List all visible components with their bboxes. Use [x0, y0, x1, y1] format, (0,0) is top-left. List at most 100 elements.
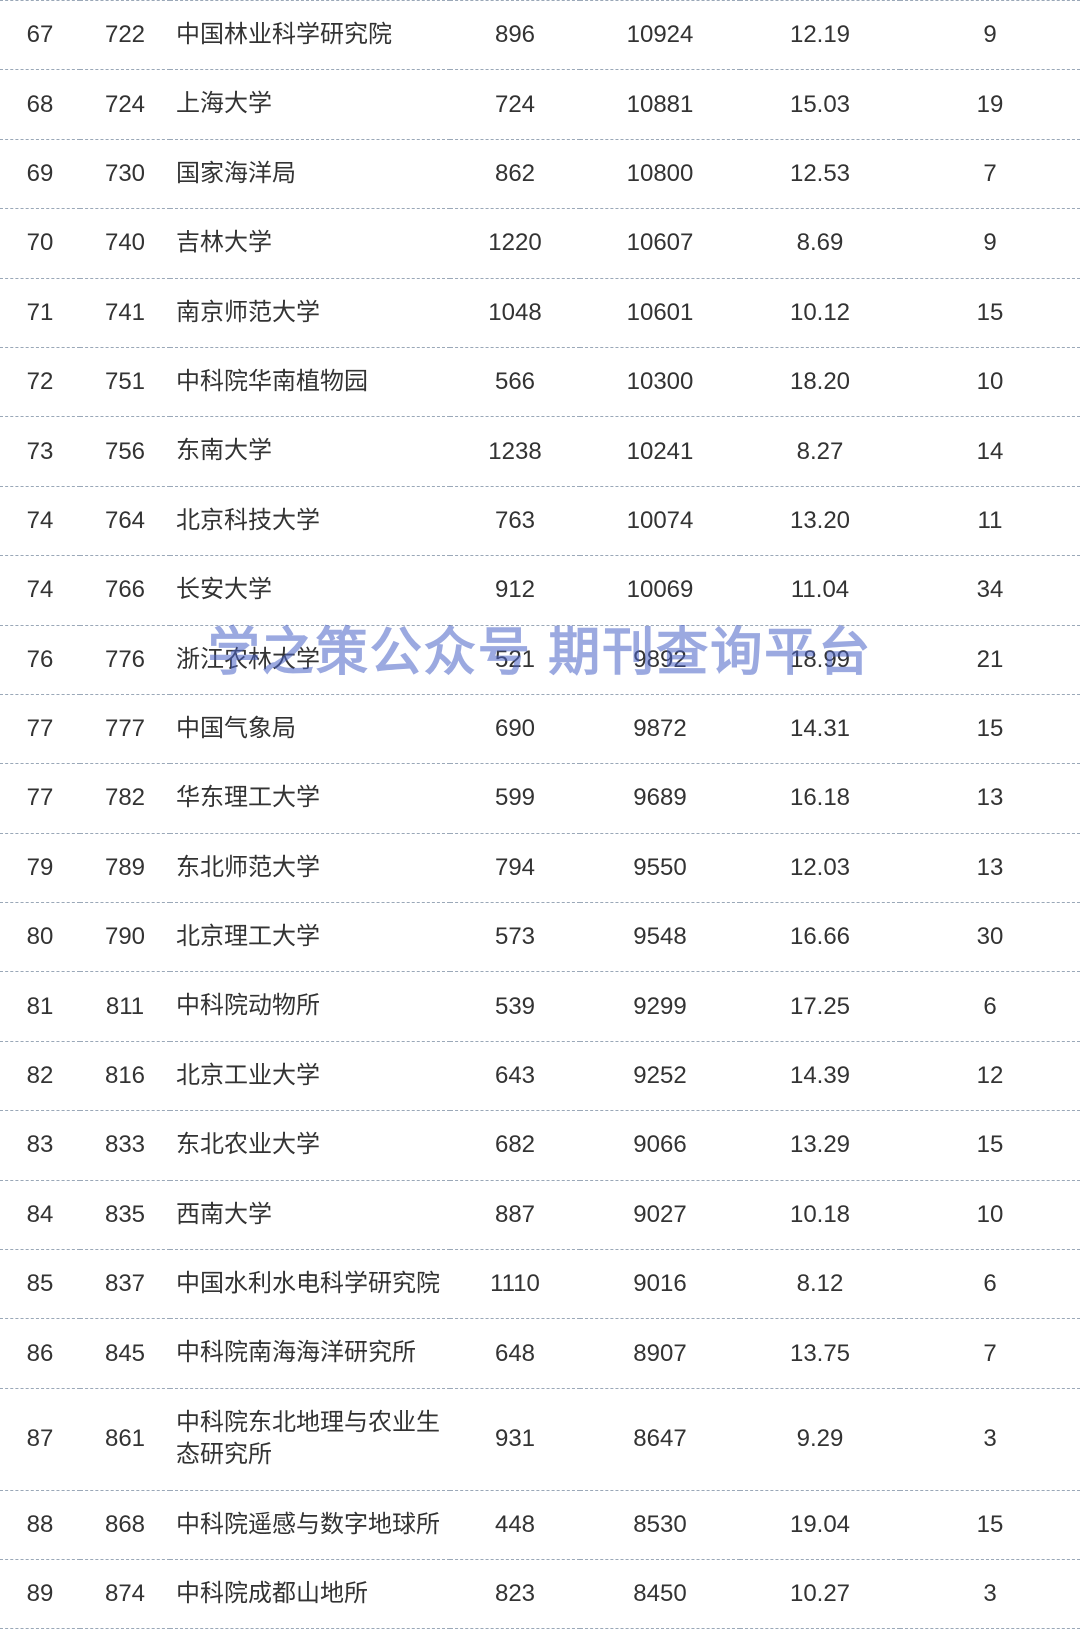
cell-v4: 10 — [900, 1180, 1080, 1249]
cell-rank: 79 — [0, 833, 80, 902]
cell-v3: 13.29 — [740, 1111, 900, 1180]
cell-v2: 9548 — [580, 903, 740, 972]
cell-name: 华东理工大学 — [170, 764, 450, 833]
cell-v2: 9016 — [580, 1250, 740, 1319]
cell-rank: 68 — [0, 70, 80, 139]
cell-name: 中国林业科学研究院 — [170, 1, 450, 70]
cell-v1: 648 — [450, 1319, 580, 1388]
cell-code: 776 — [80, 625, 170, 694]
table-row: 86845中科院南海海洋研究所648890713.757 — [0, 1319, 1080, 1388]
cell-name: 中国水利水电科学研究院 — [170, 1250, 450, 1319]
cell-name: 东北农业大学 — [170, 1111, 450, 1180]
table-row: 80790北京理工大学573954816.6630 — [0, 903, 1080, 972]
cell-v3: 8.69 — [740, 209, 900, 278]
table-row: 73756东南大学1238102418.2714 — [0, 417, 1080, 486]
cell-v2: 8450 — [580, 1559, 740, 1628]
cell-v3: 19.04 — [740, 1490, 900, 1559]
table-row: 77777中国气象局690987214.3115 — [0, 694, 1080, 763]
cell-code: 835 — [80, 1180, 170, 1249]
cell-rank: 74 — [0, 556, 80, 625]
cell-rank: 89 — [0, 1559, 80, 1628]
table-row: 74764北京科技大学7631007413.2011 — [0, 486, 1080, 555]
cell-v2: 9299 — [580, 972, 740, 1041]
cell-v2: 10881 — [580, 70, 740, 139]
cell-name: 中科院南海海洋研究所 — [170, 1319, 450, 1388]
cell-v2: 9872 — [580, 694, 740, 763]
cell-v4: 15 — [900, 1490, 1080, 1559]
cell-v3: 12.19 — [740, 1, 900, 70]
cell-rank: 72 — [0, 347, 80, 416]
cell-v4: 30 — [900, 903, 1080, 972]
cell-rank: 71 — [0, 278, 80, 347]
cell-rank: 77 — [0, 694, 80, 763]
table-row: 71741南京师范大学10481060110.1215 — [0, 278, 1080, 347]
cell-v4: 7 — [900, 139, 1080, 208]
cell-v1: 823 — [450, 1559, 580, 1628]
cell-rank: 67 — [0, 1, 80, 70]
cell-v3: 10.27 — [740, 1559, 900, 1628]
cell-code: 874 — [80, 1559, 170, 1628]
cell-code: 722 — [80, 1, 170, 70]
cell-code: 751 — [80, 347, 170, 416]
cell-name: 中科院动物所 — [170, 972, 450, 1041]
cell-v4: 9 — [900, 1, 1080, 70]
cell-v3: 13.20 — [740, 486, 900, 555]
cell-v3: 16.66 — [740, 903, 900, 972]
cell-rank: 88 — [0, 1490, 80, 1559]
cell-v4: 6 — [900, 1250, 1080, 1319]
table-row: 84835西南大学887902710.1810 — [0, 1180, 1080, 1249]
cell-v4: 11 — [900, 486, 1080, 555]
cell-rank: 83 — [0, 1111, 80, 1180]
cell-v1: 862 — [450, 139, 580, 208]
cell-v4: 3 — [900, 1388, 1080, 1490]
table-row: 89874中科院成都山地所823845010.273 — [0, 1559, 1080, 1628]
cell-v1: 566 — [450, 347, 580, 416]
cell-v1: 521 — [450, 625, 580, 694]
cell-rank: 77 — [0, 764, 80, 833]
cell-v4: 12 — [900, 1041, 1080, 1110]
ranking-table: 67722中国林业科学研究院8961092412.19968724上海大学724… — [0, 0, 1080, 1629]
cell-name: 长安大学 — [170, 556, 450, 625]
cell-v1: 1110 — [450, 1250, 580, 1319]
cell-v2: 9066 — [580, 1111, 740, 1180]
cell-v2: 8907 — [580, 1319, 740, 1388]
cell-rank: 73 — [0, 417, 80, 486]
cell-rank: 84 — [0, 1180, 80, 1249]
cell-v1: 539 — [450, 972, 580, 1041]
cell-v1: 1238 — [450, 417, 580, 486]
cell-name: 国家海洋局 — [170, 139, 450, 208]
cell-code: 845 — [80, 1319, 170, 1388]
cell-v2: 9550 — [580, 833, 740, 902]
cell-v1: 573 — [450, 903, 580, 972]
cell-v3: 8.27 — [740, 417, 900, 486]
cell-v1: 912 — [450, 556, 580, 625]
cell-v2: 10924 — [580, 1, 740, 70]
cell-name: 中科院成都山地所 — [170, 1559, 450, 1628]
table-row: 77782华东理工大学599968916.1813 — [0, 764, 1080, 833]
cell-v3: 10.18 — [740, 1180, 900, 1249]
table-row: 69730国家海洋局8621080012.537 — [0, 139, 1080, 208]
cell-v3: 17.25 — [740, 972, 900, 1041]
table-row: 87861中科院东北地理与农业生态研究所93186479.293 — [0, 1388, 1080, 1490]
cell-v3: 18.99 — [740, 625, 900, 694]
cell-v4: 13 — [900, 764, 1080, 833]
table-row: 68724上海大学7241088115.0319 — [0, 70, 1080, 139]
cell-name: 西南大学 — [170, 1180, 450, 1249]
cell-v3: 13.75 — [740, 1319, 900, 1388]
cell-v3: 11.04 — [740, 556, 900, 625]
cell-name: 北京工业大学 — [170, 1041, 450, 1110]
cell-code: 868 — [80, 1490, 170, 1559]
cell-v3: 15.03 — [740, 70, 900, 139]
cell-v4: 15 — [900, 278, 1080, 347]
cell-v1: 931 — [450, 1388, 580, 1490]
cell-code: 756 — [80, 417, 170, 486]
cell-v2: 9689 — [580, 764, 740, 833]
cell-v2: 9252 — [580, 1041, 740, 1110]
cell-name: 南京师范大学 — [170, 278, 450, 347]
table-row: 67722中国林业科学研究院8961092412.199 — [0, 1, 1080, 70]
cell-v3: 12.03 — [740, 833, 900, 902]
cell-code: 816 — [80, 1041, 170, 1110]
cell-v2: 10607 — [580, 209, 740, 278]
cell-rank: 80 — [0, 903, 80, 972]
cell-v3: 16.18 — [740, 764, 900, 833]
